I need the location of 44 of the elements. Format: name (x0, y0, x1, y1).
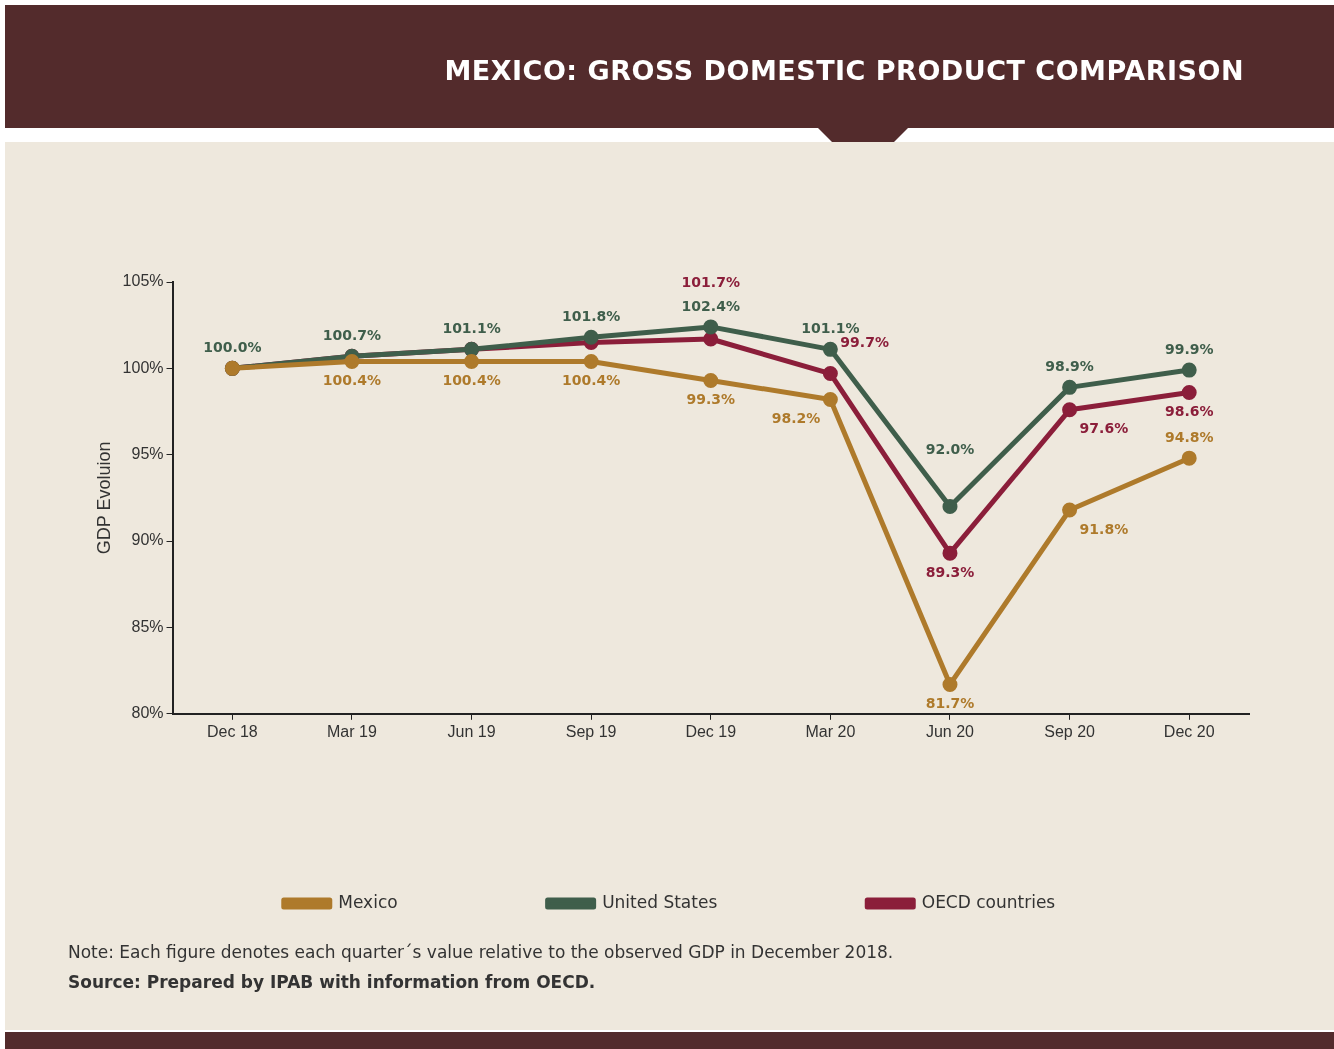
data-label: 101.1% (801, 320, 860, 336)
y-tick-label: 95% (131, 445, 164, 463)
data-label: 101.8% (562, 307, 621, 324)
data-label: 81.7% (925, 695, 975, 712)
data-label: 100.4% (562, 372, 621, 389)
x-tick-label: Dec 20 (1163, 722, 1215, 740)
data-label: 101.7% (681, 273, 740, 290)
y-tick-label: 105% (122, 272, 164, 290)
data-label: 97.6% (1079, 420, 1129, 437)
legend-label: Mexico (338, 891, 398, 912)
data-label: 99.9% (1164, 340, 1214, 357)
data-label: 102.4% (681, 297, 740, 314)
legend-label: OECD countries (921, 891, 1056, 912)
data-label: 100.4% (322, 372, 382, 389)
y-tick-label: 80% (131, 704, 164, 722)
x-tick-label: Sep 19 (565, 722, 617, 740)
data-label: 100.4% (442, 372, 501, 389)
x-tick-label: Dec 18 (206, 722, 258, 740)
y-tick-label: 100% (122, 358, 164, 376)
x-tick-label: Sep 20 (1044, 722, 1096, 740)
data-label: 99.3% (686, 391, 736, 408)
data-label: 92.0% (925, 441, 975, 458)
data-label: 91.8% (1079, 520, 1129, 537)
data-label: 101.1% (442, 320, 501, 336)
x-tick-label: Jun 20 (925, 722, 975, 740)
x-tick-label: Dec 19 (685, 722, 737, 740)
legend-label: United States (602, 891, 718, 912)
chart-title: MEXICO: GROSS DOMESTIC PRODUCT COMPARISON (444, 55, 1244, 86)
source-note: Source: Prepared by IPAB with information from OECD. (68, 972, 597, 992)
y-tick-label: 85% (131, 617, 164, 635)
data-label: 99.7% (840, 334, 889, 351)
data-label: 98.6% (1164, 403, 1214, 420)
data-label: 100.0% (203, 339, 262, 355)
text: Note: Each figure denotes each quarter´s value relative to the observed GDP in December 2018. (68, 942, 894, 962)
data-label: 98.2% (771, 410, 821, 427)
data-label: 89.3% (925, 563, 975, 580)
data-label: 100.7% (322, 326, 382, 343)
x-tick-label: Mar 19 (327, 722, 377, 740)
x-tick-label: Jun 19 (447, 722, 496, 740)
data-label: 94.8% (1164, 428, 1214, 445)
y-axis-title: GDP Evoluion (93, 441, 114, 555)
data-label: 98.9% (1045, 358, 1094, 374)
y-tick-label: 90% (131, 531, 164, 549)
x-tick-label: Mar 20 (805, 722, 856, 740)
